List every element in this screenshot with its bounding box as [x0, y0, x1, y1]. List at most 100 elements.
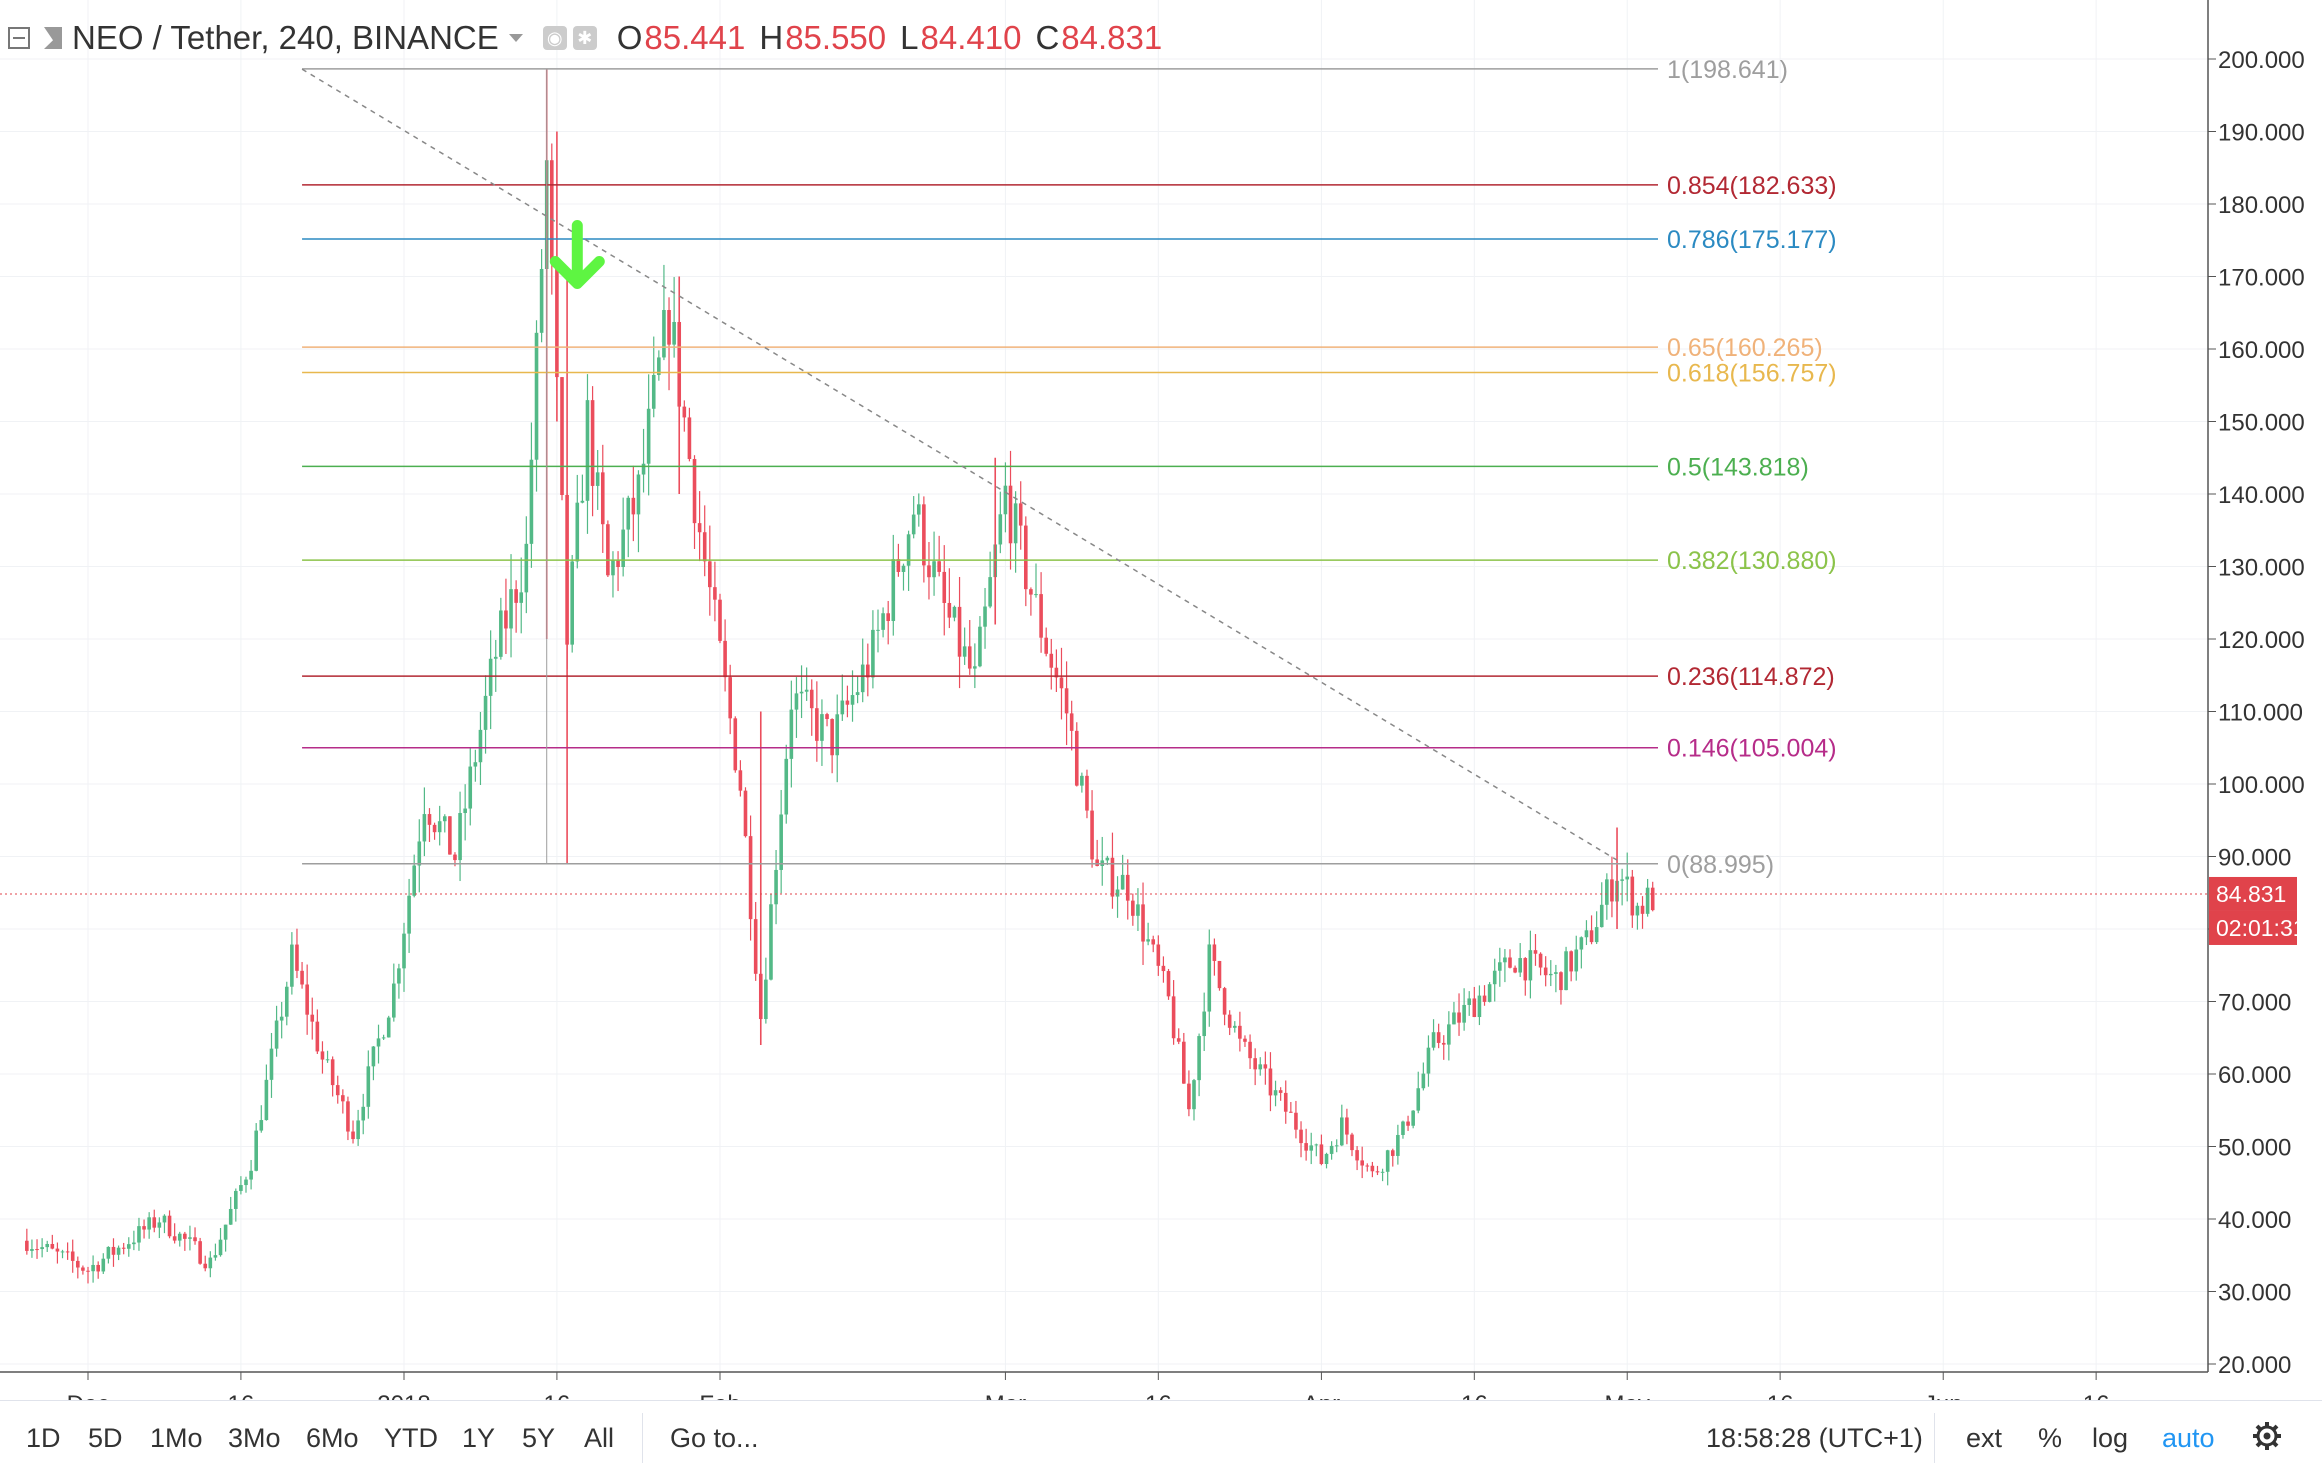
candle-body — [60, 1251, 65, 1253]
ext-button[interactable]: ext — [1966, 1423, 2003, 1453]
candle-body — [1064, 688, 1069, 714]
collapse-icon[interactable] — [8, 27, 30, 49]
range-6mo[interactable]: 6Mo — [306, 1423, 359, 1453]
range-1mo[interactable]: 1Mo — [150, 1423, 203, 1453]
settings-icon[interactable]: ✱ — [572, 26, 597, 50]
candle-body — [1477, 995, 1482, 1018]
range-all[interactable]: All — [584, 1423, 615, 1453]
chevron-down-icon[interactable] — [508, 34, 523, 42]
goto-button[interactable]: Go to... — [670, 1423, 759, 1453]
candle-body — [1227, 1014, 1232, 1028]
candle-body — [152, 1217, 157, 1228]
chart-area[interactable]: 1(198.641) 0.854(182.633) 0.786(175.177) 0.… — [0, 0, 2322, 1400]
range-5y[interactable]: 5Y — [522, 1423, 556, 1453]
candle-body — [1396, 1134, 1400, 1156]
candle-body — [172, 1236, 177, 1241]
candle-body — [81, 1267, 85, 1271]
chart-legend: NEO / Tether, 240, BINANCE ◉ ✱ O 85.441 H… — [8, 16, 1162, 60]
candle-body — [585, 400, 590, 501]
candle-body — [1192, 1080, 1196, 1110]
candle-body — [611, 559, 615, 576]
candle-body — [621, 529, 625, 568]
down-arrow-icon — [549, 220, 605, 289]
candle-body — [728, 677, 732, 719]
candle-body — [825, 714, 829, 720]
price-tick-label: 100.000 — [2218, 772, 2305, 799]
candle-body — [978, 626, 982, 667]
candle-body — [488, 658, 493, 696]
time-tick-label: 16 — [1145, 1391, 1172, 1400]
candle-body — [1559, 972, 1563, 991]
log-button[interactable]: log — [2092, 1423, 2129, 1453]
candle-body — [499, 610, 503, 657]
candle-body — [1610, 879, 1614, 902]
time-tick-label: 16 — [2083, 1391, 2110, 1400]
candle-body — [753, 919, 758, 974]
candle-body — [570, 561, 574, 645]
candle-body — [1044, 637, 1048, 654]
candle-body — [1136, 904, 1140, 916]
candle-body — [657, 357, 661, 375]
candle-body — [366, 1066, 371, 1107]
range-ytd[interactable]: YTD — [384, 1423, 438, 1453]
candle-body — [784, 758, 789, 815]
candle-body — [448, 816, 452, 855]
fib-level-label: 0.146(105.004) — [1667, 735, 1837, 763]
price-axis: 200.000 190.000 180.000 170.000 160.000 150.0… — [0, 0, 2306, 1379]
candle-body — [442, 816, 447, 822]
range-5d[interactable]: 5D — [88, 1423, 123, 1453]
candle-body — [335, 1085, 340, 1096]
candle-body — [1324, 1153, 1329, 1164]
candle-body — [493, 656, 498, 659]
range-3mo[interactable]: 3Mo — [228, 1423, 281, 1453]
candle-body — [896, 559, 901, 572]
candle-body — [1074, 730, 1079, 786]
candle-body — [631, 497, 636, 515]
candle-body — [1029, 589, 1033, 595]
candle-body — [519, 592, 524, 603]
candle-body — [713, 587, 717, 600]
clock[interactable]: 18:58:28 (UTC+1) — [1706, 1423, 1923, 1453]
candle-body — [1467, 998, 1472, 1005]
close-label: C — [1035, 19, 1060, 56]
candle-body — [223, 1224, 228, 1240]
time-tick-label: 16 — [1767, 1391, 1794, 1400]
candle-body — [840, 700, 845, 715]
candle-body — [346, 1101, 350, 1132]
candle-body — [392, 983, 396, 1018]
candle-body — [290, 944, 294, 987]
candle-body — [906, 534, 911, 566]
auto-button[interactable]: auto — [2162, 1423, 2215, 1453]
gear-icon[interactable] — [2252, 1421, 2282, 1451]
range-1d[interactable]: 1D — [26, 1423, 61, 1453]
candle-body — [1120, 874, 1125, 890]
range-1y[interactable]: 1Y — [462, 1423, 496, 1453]
candle-body — [126, 1244, 131, 1249]
candle-body — [1049, 653, 1054, 668]
candle-body — [636, 474, 641, 515]
candle-body — [1645, 887, 1650, 914]
time-tick-label: May — [1605, 1391, 1650, 1400]
candle-body — [1319, 1144, 1324, 1164]
candle-body — [203, 1263, 208, 1269]
candle-body — [1268, 1068, 1273, 1096]
candle-body — [249, 1170, 253, 1180]
eye-icon[interactable]: ◉ — [542, 26, 567, 50]
current-price-label: 84.831 — [2216, 881, 2286, 907]
candle-body — [1080, 775, 1084, 786]
candle-body — [1482, 995, 1487, 1002]
candle-body — [891, 559, 896, 622]
candle-body — [886, 613, 890, 622]
percent-button[interactable]: % — [2038, 1423, 2063, 1453]
candle-body — [1156, 944, 1161, 966]
candle-body — [1605, 879, 1609, 905]
time-tick-label: 16 — [1461, 1391, 1488, 1400]
candle-body — [932, 561, 936, 578]
flag-icon[interactable] — [44, 27, 62, 49]
candle-body — [386, 1017, 391, 1038]
candle-body — [1492, 970, 1497, 985]
candle-body — [427, 814, 432, 825]
candle-body — [30, 1249, 34, 1251]
candle-body — [208, 1257, 213, 1269]
low-label: L — [900, 19, 919, 56]
